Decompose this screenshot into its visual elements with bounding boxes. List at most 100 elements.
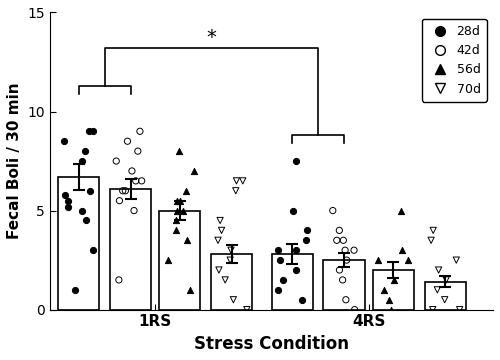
Point [302,237,310,243]
Bar [58,177,99,310]
Point [173,198,181,203]
Point [128,168,136,174]
Point [130,208,138,213]
Point [333,237,341,243]
Point [374,257,382,263]
Point [398,247,406,253]
Point [122,188,130,194]
Point [350,307,358,312]
Point [230,297,237,303]
Point [176,198,184,203]
Point [440,297,448,303]
Point [71,287,79,293]
Point [329,208,337,213]
Point [215,267,223,273]
Point [385,297,393,303]
Point [243,307,251,312]
Point [60,138,68,144]
Point [341,247,349,253]
Point [232,188,240,194]
Legend: 28d, 42d, 56d, 70d: 28d, 42d, 56d, 70d [422,19,487,102]
Point [340,237,347,243]
Point [279,277,287,283]
Text: *: * [206,28,216,47]
Point [434,267,442,273]
Point [86,188,94,194]
Point [338,277,346,283]
Point [302,228,310,233]
Point [78,208,86,213]
Point [227,247,235,253]
Point [115,277,123,283]
Point [179,208,187,213]
Bar [110,189,151,310]
Point [184,237,192,243]
Point [132,178,140,184]
Point [428,307,436,312]
Point [292,158,300,164]
Point [442,277,450,283]
Point [292,267,300,273]
Point [136,129,144,134]
Point [452,257,460,263]
Point [85,129,93,134]
Point [288,208,296,213]
Point [397,208,405,213]
Point [350,247,358,253]
Point [112,158,120,164]
Point [274,287,281,293]
Point [239,178,247,184]
Point [82,217,90,223]
Point [221,277,229,283]
Point [78,158,86,164]
Point [174,148,182,154]
Point [134,148,142,154]
Point [182,188,190,194]
Point [390,277,398,283]
Point [186,287,194,293]
Point [164,257,172,263]
Point [116,198,124,203]
Point [434,287,442,293]
Point [404,257,411,263]
Point [456,307,464,312]
Point [172,217,179,223]
Point [226,257,234,263]
Point [380,287,388,293]
Point [427,237,435,243]
Point [276,257,283,263]
Point [88,247,96,253]
Point [138,178,145,184]
Point [336,228,344,233]
Point [124,138,132,144]
Point [274,247,282,253]
Point [387,307,395,312]
Point [214,237,222,243]
Point [89,129,97,134]
Bar [272,254,312,310]
Y-axis label: Fecal Boli / 30 min: Fecal Boli / 30 min [7,83,22,239]
X-axis label: Stress Condition: Stress Condition [194,335,349,353]
Point [336,267,344,273]
Point [64,204,72,210]
Point [342,257,350,263]
Point [172,228,179,233]
Point [118,188,126,194]
Point [298,297,306,303]
Point [172,208,180,213]
Point [232,178,240,184]
Point [292,247,300,253]
Bar [424,282,466,310]
Bar [324,260,364,310]
Point [190,168,198,174]
Point [218,228,226,233]
Point [216,217,224,223]
Bar [372,270,414,310]
Bar [160,211,200,310]
Point [81,148,89,154]
Point [64,198,72,203]
Point [342,297,350,303]
Point [61,192,69,198]
Point [429,228,437,233]
Bar [212,254,252,310]
